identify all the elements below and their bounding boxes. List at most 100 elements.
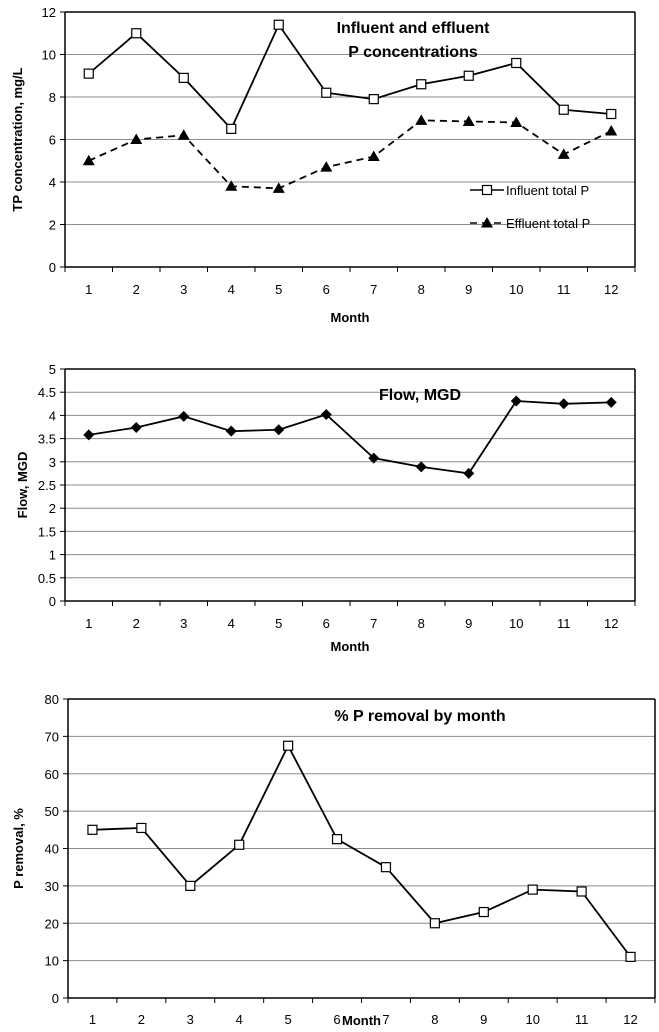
x-tick-label: 9 — [480, 1012, 487, 1027]
series-0 — [83, 19, 617, 134]
y-tick-label: 60 — [45, 767, 59, 782]
data-point — [558, 398, 570, 410]
x-tick-label: 5 — [285, 1012, 292, 1027]
x-tick-label: 12 — [604, 616, 618, 631]
x-tick-label: 10 — [509, 616, 523, 631]
y-tick-label: 12 — [42, 5, 56, 20]
y-tick-label: 3 — [49, 455, 56, 470]
x-tick-label: 6 — [323, 282, 330, 297]
x-tick-label: 2 — [138, 1012, 145, 1027]
x-tick-label: 5 — [275, 282, 282, 297]
y-tick-label: 3.5 — [38, 432, 56, 447]
data-point — [83, 429, 95, 441]
y-tick-label: 20 — [45, 916, 59, 931]
x-tick-label: 9 — [465, 282, 472, 297]
x-tick-label: 8 — [418, 616, 425, 631]
x-tick-label: 10 — [509, 282, 523, 297]
x-tick-label: 2 — [133, 616, 140, 631]
y-tick-label: 0 — [49, 594, 56, 609]
x-tick-label: 3 — [187, 1012, 194, 1027]
y-tick-label: 5 — [49, 362, 56, 377]
data-point — [625, 951, 636, 962]
series-1 — [82, 114, 618, 193]
data-point — [429, 918, 440, 929]
y-tick-label: 0 — [52, 991, 59, 1006]
data-point — [234, 839, 245, 850]
x-tick-label: 1 — [89, 1012, 96, 1027]
y-tick-label: 2.5 — [38, 478, 56, 493]
data-point — [320, 161, 333, 172]
chart-title-line: Influent and effluent — [337, 20, 491, 37]
data-point — [331, 834, 343, 845]
chart-title-line: Flow, MGD — [379, 387, 461, 404]
y-tick-label: 4 — [49, 175, 56, 190]
series-line — [88, 119, 612, 190]
data-point — [177, 129, 190, 140]
data-point — [273, 424, 285, 436]
data-point — [462, 115, 475, 126]
data-point — [605, 125, 618, 136]
y-axis-title: P removal, % — [11, 808, 26, 889]
series-0 — [87, 740, 636, 962]
data-point — [272, 182, 285, 193]
y-tick-label: 0 — [49, 260, 56, 275]
data-point — [416, 79, 427, 90]
flow-chart-svg: 00.511.522.533.544.551 2 3 4 5 6 7 8 9 10 11 12Mont… — [15, 362, 636, 654]
data-point — [557, 148, 570, 159]
series-line — [88, 22, 612, 131]
data-point — [368, 94, 379, 105]
x-tick-label: 5 — [275, 616, 282, 631]
x-tick-label: 8 — [418, 282, 425, 297]
x-tick-label: 1 — [85, 282, 92, 297]
x-axis-title: Month — [331, 639, 370, 654]
data-point — [130, 421, 142, 433]
series-line — [88, 400, 612, 475]
y-tick-label: 70 — [45, 729, 59, 744]
x-tick-label: 11 — [557, 616, 571, 631]
x-tick-label: 1 — [85, 616, 92, 631]
data-point — [511, 57, 522, 69]
x-tick-label: 7 — [370, 616, 377, 631]
legend-label: Effluent total P — [506, 216, 590, 231]
data-point — [225, 425, 237, 437]
y-tick-label: 2 — [49, 218, 56, 233]
x-tick-label: 3 — [180, 282, 187, 297]
data-point — [606, 108, 617, 120]
y-axis-title: TP concentration, mg/L — [10, 67, 25, 211]
y-tick-label: 30 — [45, 879, 59, 894]
x-axis-title: Month — [331, 310, 370, 325]
y-tick-label: 1 — [49, 548, 56, 563]
data-point — [226, 123, 237, 134]
data-point — [87, 824, 98, 835]
x-tick-label: 3 — [180, 616, 187, 631]
data-point — [605, 396, 617, 408]
x-tick-label: 2 — [133, 282, 140, 297]
x-tick-label: 4 — [228, 616, 235, 631]
series-line — [92, 743, 632, 958]
x-tick-label: 4 — [236, 1012, 243, 1027]
data-point — [415, 461, 427, 473]
chart-p-removal: 0 10 20 30 40 50 60 70 80 1 2 3 4 5 6 7 8 9 10 11 12 Month P r… — [0, 688, 659, 1032]
chart-title-line: % P removal by month — [334, 708, 505, 725]
x-tick-label: 6 — [323, 616, 330, 631]
data-point — [130, 133, 143, 144]
x-tick-label: 11 — [557, 282, 571, 297]
x-tick-label: 9 — [465, 616, 472, 631]
x-tick-label: 11 — [575, 1012, 589, 1027]
y-tick-label: 50 — [45, 804, 59, 819]
x-tick-label: 4 — [228, 282, 235, 297]
data-point — [478, 906, 489, 918]
x-tick-label: 7 — [382, 1012, 389, 1027]
data-point — [576, 886, 587, 897]
data-point — [367, 150, 380, 161]
data-point — [82, 154, 95, 166]
data-point — [178, 410, 190, 422]
legend-label: Influent total P — [506, 183, 589, 198]
legend-marker — [481, 217, 493, 228]
chart-flow: 0 0.5 1 1.5 2 2.5 3 3.5 4 4.5 5 1 2 3 4 5 6 7 8 9 10 11 12 Mont… — [0, 355, 659, 660]
x-tick-label: 10 — [525, 1012, 539, 1027]
x-tick-label: 7 — [370, 282, 377, 297]
data-point — [283, 740, 294, 751]
y-tick-label: 80 — [45, 692, 59, 707]
